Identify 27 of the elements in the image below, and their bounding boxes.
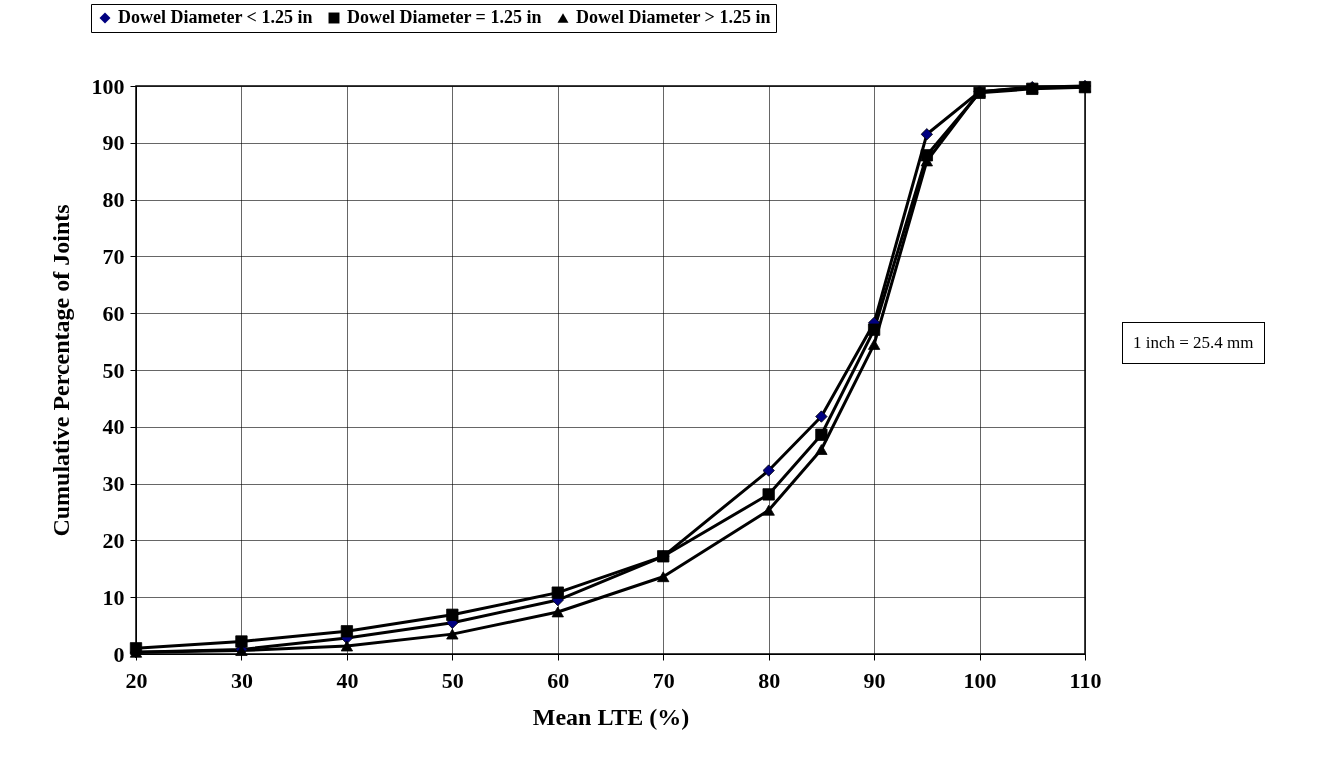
x-tick-label: 20 [125,667,148,693]
y-tick-label: 60 [102,300,125,326]
legend-label: Dowel Diameter = 1.25 in [347,7,542,27]
y-tick-label: 40 [102,414,125,440]
y-tick-label: 30 [102,471,125,497]
y-tick-label: 10 [102,584,125,610]
y-tick-label: 90 [102,130,125,156]
y-axis-title: Cumulative Percentage of Joints [47,204,74,537]
y-tick-label: 100 [91,73,125,99]
text: 1 inch = 25.4 mm [1122,322,1265,364]
x-tick-label: 100 [963,667,997,693]
x-tick-label: 90 [863,667,886,693]
x-tick-label: 40 [336,667,359,693]
x-tick-label: 50 [441,667,464,693]
x-tick-label: 60 [547,667,570,693]
y-tick-label: 50 [102,357,125,383]
y-tick-label: 80 [102,187,125,213]
legend-label: Dowel Diameter < 1.25 in [118,7,313,27]
y-tick-label: 70 [102,243,125,269]
y-tick-label: 0 [113,641,125,667]
legend-label: Dowel Diameter > 1.25 in [576,7,771,27]
x-axis-title: Mean LTE (%) [532,703,690,730]
x-tick-label: 70 [652,667,675,693]
x-tick-label: 80 [758,667,781,693]
x-tick-label: 30 [230,667,253,693]
x-tick-label: 110 [1069,667,1102,693]
y-tick-label: 20 [102,527,125,553]
